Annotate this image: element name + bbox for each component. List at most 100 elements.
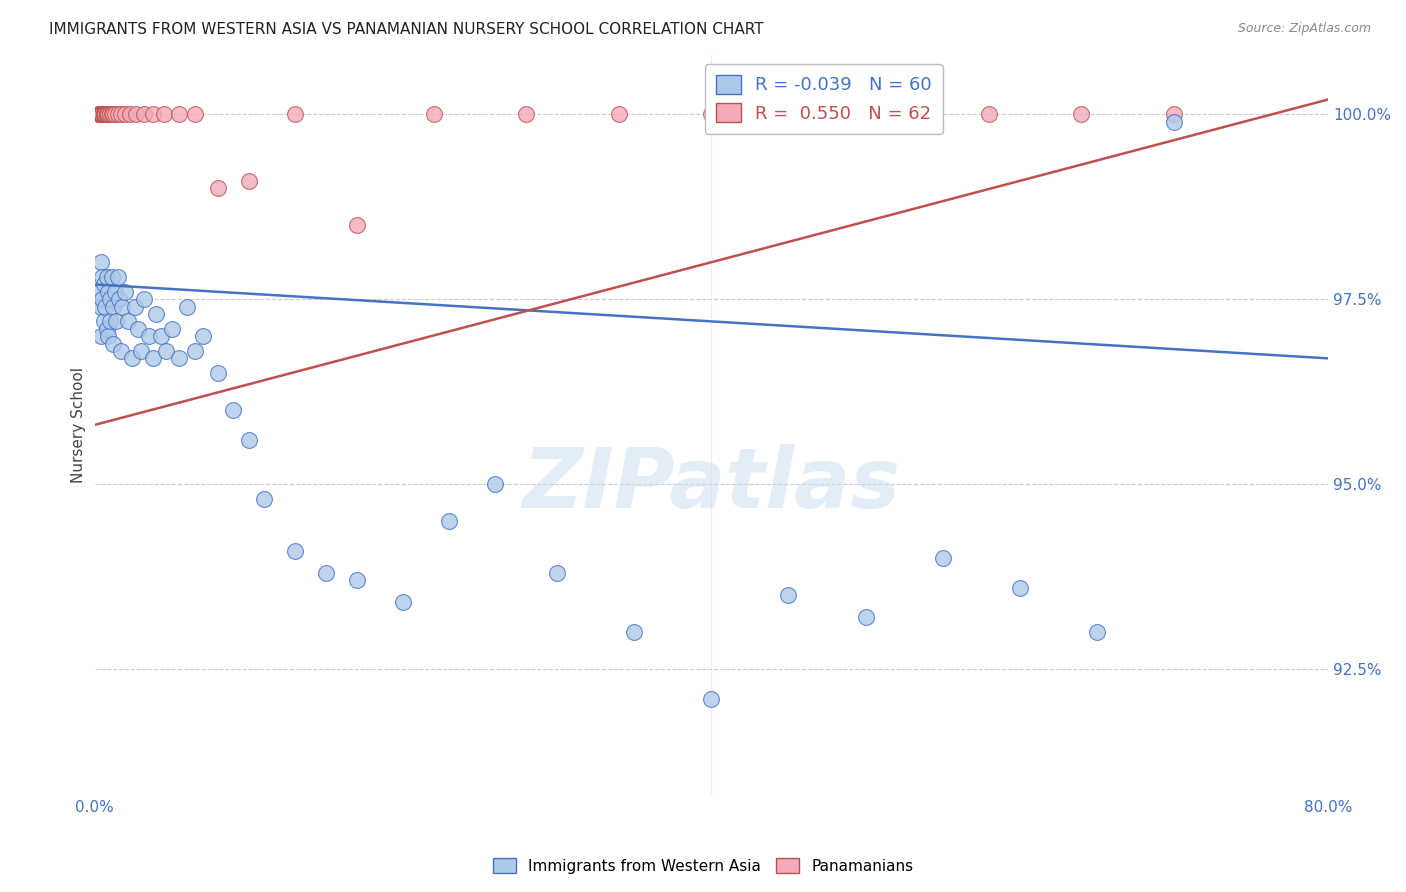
Point (129, 343, 152, 358)
Point (1008, 581, 1031, 595)
Point (1163, 114, 1185, 128)
Point (138, 329, 160, 343)
Text: IMMIGRANTS FROM WESTERN ASIA VS PANAMANIAN NURSERY SCHOOL CORRELATION CHART: IMMIGRANTS FROM WESTERN ASIA VS PANAMANI… (49, 22, 763, 37)
Point (90, 300, 112, 314)
Point (100, 270, 122, 285)
Point (778, 588, 800, 602)
Point (117, 314, 139, 328)
Point (96, 107, 118, 121)
Point (94, 107, 117, 121)
Point (118, 107, 141, 121)
Point (89, 107, 111, 121)
Point (110, 107, 132, 121)
Point (284, 543, 307, 558)
Point (110, 343, 132, 358)
Point (238, 174, 260, 188)
Point (90, 107, 112, 121)
Point (149, 329, 172, 343)
Point (184, 107, 207, 121)
Point (1163, 107, 1185, 121)
Point (155, 343, 177, 358)
Point (546, 566, 568, 580)
Point (97, 107, 120, 121)
Point (793, 107, 815, 121)
Point (94, 107, 117, 121)
Point (91, 107, 114, 121)
Point (169, 351, 191, 366)
Point (184, 343, 207, 358)
Point (90, 329, 112, 343)
Point (207, 181, 229, 195)
Point (142, 107, 165, 121)
Point (100, 107, 122, 121)
Point (101, 300, 124, 314)
Point (423, 107, 446, 121)
Point (114, 285, 136, 299)
Point (89, 107, 111, 121)
Point (98, 292, 121, 306)
Point (484, 477, 506, 491)
Point (89, 285, 111, 299)
Point (91, 292, 114, 306)
Point (392, 595, 415, 609)
Point (93, 277, 115, 292)
Point (114, 107, 136, 121)
Point (207, 366, 229, 380)
Point (315, 566, 337, 580)
Point (607, 107, 630, 121)
Point (107, 107, 129, 121)
Point (90, 107, 112, 121)
Point (132, 107, 155, 121)
Point (93, 107, 115, 121)
Point (169, 107, 191, 121)
Point (515, 107, 537, 121)
Point (96, 322, 118, 336)
Point (96, 270, 118, 285)
Point (931, 551, 953, 566)
Point (91, 107, 114, 121)
Point (90, 107, 112, 121)
Point (105, 314, 128, 328)
Point (127, 322, 149, 336)
Point (253, 491, 276, 506)
Point (886, 107, 908, 121)
Point (97, 107, 120, 121)
Point (108, 292, 131, 306)
Point (1085, 625, 1108, 640)
Point (89, 107, 111, 121)
Point (90, 107, 112, 121)
Point (94, 107, 117, 121)
Point (91, 107, 114, 121)
Text: Source: ZipAtlas.com: Source: ZipAtlas.com (1237, 22, 1371, 36)
Point (176, 300, 198, 314)
Point (107, 270, 129, 285)
Point (160, 322, 183, 336)
Point (93, 107, 115, 121)
Point (97, 285, 120, 299)
Y-axis label: Nursery School: Nursery School (72, 367, 86, 483)
Point (90, 107, 112, 121)
Point (700, 691, 723, 706)
Point (142, 351, 165, 366)
Point (98, 107, 121, 121)
Point (1070, 107, 1092, 121)
Point (125, 107, 148, 121)
Point (96, 107, 118, 121)
Point (97, 329, 120, 343)
Point (346, 573, 368, 587)
Point (124, 300, 146, 314)
Point (855, 610, 877, 624)
Point (700, 107, 723, 121)
Point (91, 107, 114, 121)
Point (132, 292, 155, 306)
Point (111, 300, 134, 314)
Point (91, 107, 114, 121)
Point (91, 107, 114, 121)
Legend: R = -0.039   N = 60, R =  0.550   N = 62: R = -0.039 N = 60, R = 0.550 N = 62 (704, 64, 943, 134)
Point (121, 351, 143, 366)
Legend: Immigrants from Western Asia, Panamanians: Immigrants from Western Asia, Panamanian… (486, 852, 920, 880)
Point (977, 107, 1000, 121)
Point (346, 219, 368, 233)
Point (101, 336, 124, 351)
Point (91, 270, 114, 285)
